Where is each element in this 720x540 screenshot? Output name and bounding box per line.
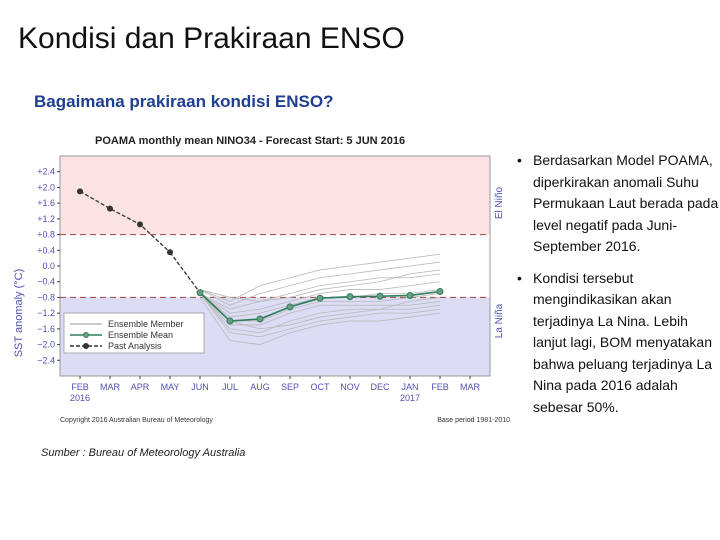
ensemble-mean-point [376, 292, 384, 300]
y-tick-label: +1.6 [37, 198, 55, 208]
slide-subtitle: Bagaimana prakiraan kondisi ENSO? [34, 92, 334, 111]
y-tick-label: 0.0 [42, 261, 55, 271]
year-label: 2017 [400, 393, 420, 403]
plot-area: +2.4 +2.0 +1.6 +1.2 +0.8 +0.4 0.0 −0.4 −0.8 −1.2 −… [37, 155, 491, 403]
x-tick-label: AUG [250, 382, 270, 392]
past-analysis-point [167, 249, 173, 256]
ensemble-mean-point [286, 303, 294, 311]
el-nino-region [60, 156, 490, 235]
year-label: 2016 [70, 393, 90, 403]
ensemble-mean-point [406, 291, 414, 299]
past-analysis-point [107, 205, 113, 212]
ensemble-member-line [199, 293, 441, 334]
enso-forecast-chart: POAMA monthly mean NINO34 - Forecast Sta… [5, 128, 520, 433]
ensemble-member-line [199, 253, 441, 302]
x-tick-label: JUL [222, 382, 238, 392]
ensemble-mean-point [256, 315, 264, 323]
ensemble-member-line [199, 297, 441, 345]
y-tick-label: −0.8 [37, 292, 55, 302]
bullet-marker: • [517, 152, 522, 168]
y-tick-label: +0.8 [37, 230, 55, 240]
el-nino-region-label: El Niño [494, 186, 505, 219]
x-tick-label: JUN [191, 382, 209, 392]
legend-label: Past Analysis [108, 341, 162, 351]
la-nina-region-label: La Niña [494, 303, 505, 338]
bullet-text: Berdasarkan Model POAMA, diperkirakan an… [533, 152, 719, 254]
bullet-list: • Berdasarkan Model POAMA, diperkirakan a… [517, 150, 720, 428]
source-caption: Sumber : Bureau of Meteorology Australia [41, 447, 246, 459]
forecast-connector-line [169, 251, 201, 294]
y-tick-label: +2.0 [37, 182, 55, 192]
ensemble-member-line [199, 293, 441, 326]
ensemble-member-line [199, 293, 441, 338]
bullet-item: • Kondisi tersebut mengindikasikan akan t… [517, 268, 720, 419]
y-tick-label: −1.2 [37, 308, 55, 318]
x-tick-label: MAR [460, 382, 481, 392]
ensemble-member-line [199, 261, 441, 306]
ensemble-member-line [199, 273, 441, 310]
chart-title: POAMA monthly mean NINO34 - Forecast Sta… [95, 135, 405, 147]
ensemble-mean-point [436, 288, 444, 296]
x-tick-label: SEP [281, 382, 299, 392]
past-analysis-point [77, 188, 83, 195]
y-tick-label: −1.6 [37, 324, 55, 334]
ensemble-member-line [199, 293, 441, 330]
y-tick-label: −2.0 [37, 340, 55, 350]
ensemble-member-line [199, 281, 441, 314]
y-tick-label: −2.4 [37, 355, 55, 365]
y-tick-label: −0.4 [37, 277, 55, 287]
y-tick-label: +2.4 [37, 167, 55, 177]
chart-base-period: Base period 1981-2010 [437, 417, 510, 424]
chart-svg: POAMA monthly mean NINO34 - Forecast Sta… [13, 135, 510, 424]
legend-label: Ensemble Mean [108, 330, 173, 340]
y-tick-label: +0.4 [37, 245, 55, 255]
x-tick-label: OCT [311, 382, 331, 392]
x-tick-label: JAN [401, 382, 418, 392]
slide-title: Kondisi dan Prakiraan ENSO [18, 22, 405, 55]
ensemble-mean-point [316, 294, 324, 302]
chart-copyright: Copyright 2016 Australian Bureau of Mete… [60, 417, 213, 424]
ensemble-member-line [199, 269, 441, 302]
bullet-item: • Berdasarkan Model POAMA, diperkirakan a… [517, 150, 720, 258]
ensemble-mean-point [196, 289, 204, 297]
bullet-text: Kondisi tersebut mengindikasikan akan te… [533, 269, 713, 415]
legend-marker [83, 331, 90, 338]
bullet-marker: • [517, 269, 522, 286]
x-tick-label: NOV [340, 382, 360, 392]
x-tick-label: DEC [370, 382, 390, 392]
ensemble-mean-point [346, 293, 354, 301]
ensemble-mean-point [226, 317, 234, 325]
x-tick-label: FEB [431, 382, 449, 392]
past-analysis-line [79, 190, 171, 253]
x-tick-label: FEB [71, 382, 89, 392]
y-tick-label: +1.2 [37, 214, 55, 224]
legend-marker [83, 342, 90, 349]
x-tick-label: MAR [100, 382, 121, 392]
x-tick-label: APR [131, 382, 150, 392]
legend-label: Ensemble Member [108, 319, 184, 329]
x-tick-label: MAY [161, 382, 180, 392]
y-axis-label: SST anomaly (°C) [13, 269, 25, 358]
past-analysis-point [137, 221, 143, 228]
